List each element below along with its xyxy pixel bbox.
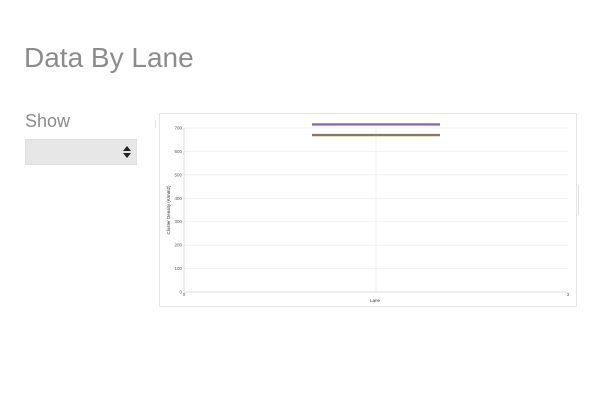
y-tick-label: 500: [174, 172, 182, 177]
panel-edge-mark: [155, 120, 156, 128]
x-axis-label: Lane: [370, 298, 381, 303]
select-updown-icon: [123, 146, 131, 158]
y-axis-label: Cluster Density (K/mm2): [166, 185, 171, 235]
show-label: Show: [25, 111, 71, 131]
page-title: Data By Lane: [24, 42, 194, 73]
y-tick-label: 200: [174, 243, 182, 248]
y-tick-label: 100: [174, 266, 182, 271]
y-tick-label: 300: [174, 219, 182, 224]
y-tick-label: 700: [174, 126, 182, 131]
y-tick-label: 600: [174, 149, 182, 154]
panel-resize-handle[interactable]: [578, 185, 579, 215]
x-tick-label: 0: [183, 292, 186, 297]
chart-panel: 0 100 200 300 400 500 600 700 0 3 Lane Cluster Dens…: [159, 113, 577, 307]
lane-chart: 0 100 200 300 400 500 600 700 0 3 Lane Cluster Dens…: [166, 123, 570, 303]
y-tick-label: 0: [179, 290, 182, 295]
show-select[interactable]: [25, 139, 137, 165]
x-tick-label: 3: [567, 292, 570, 297]
y-tick-label: 400: [174, 196, 182, 201]
